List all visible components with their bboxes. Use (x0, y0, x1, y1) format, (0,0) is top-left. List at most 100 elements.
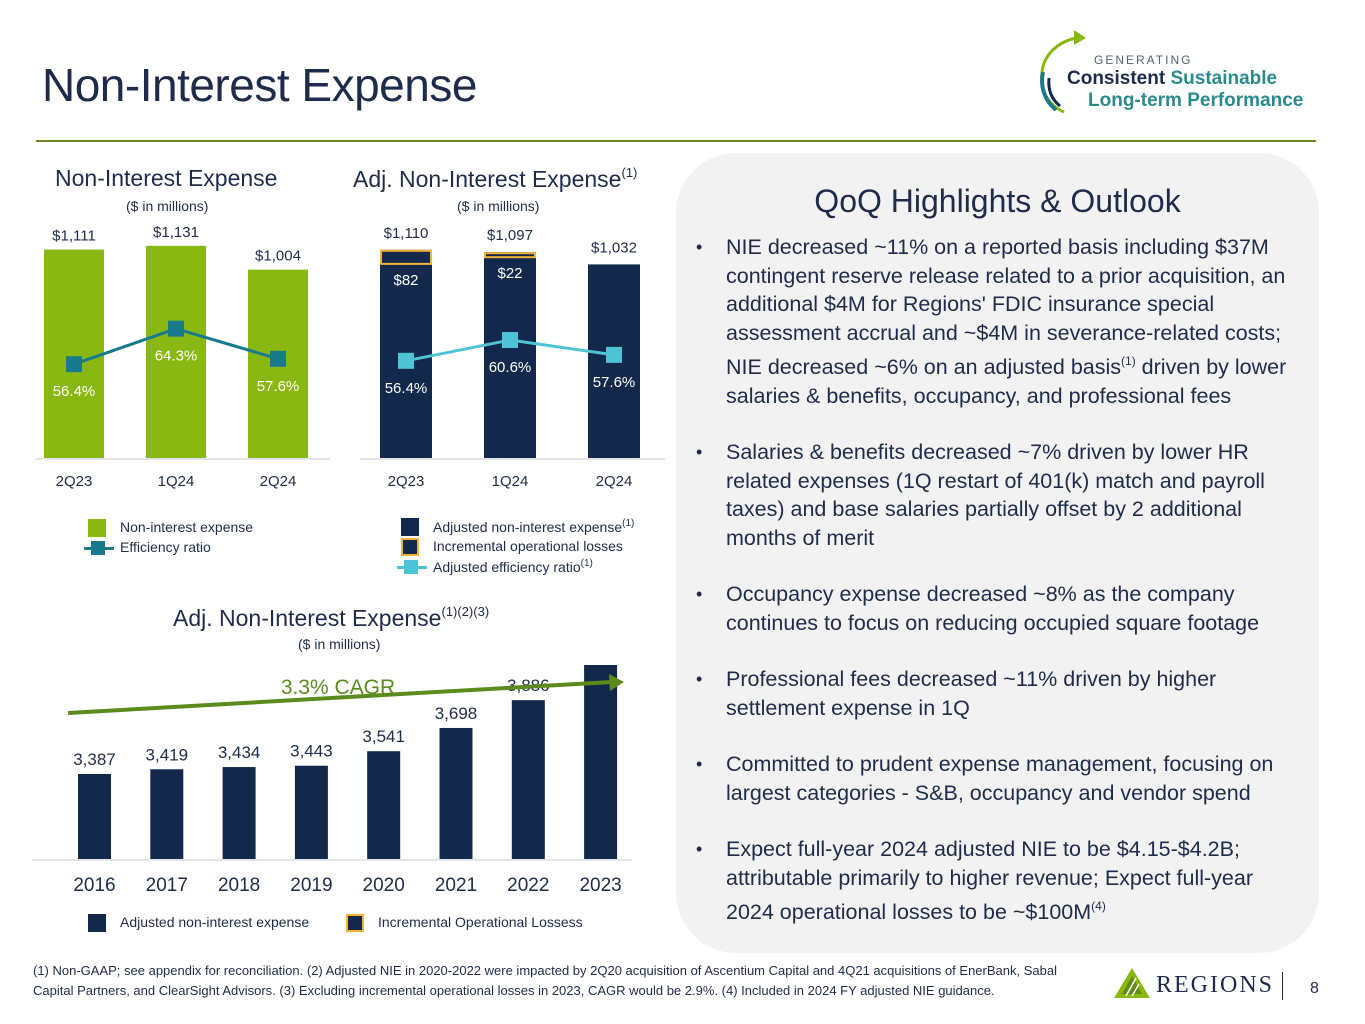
bar-value-label: $1,131 (153, 224, 199, 241)
logo-consistent: Consistent (1067, 68, 1166, 89)
legend-marker (404, 560, 418, 574)
highlights-title: QoQ Highlights & Outlook (814, 183, 1181, 219)
logo-line2: Long-term Performance (1088, 90, 1304, 111)
legend-label: Efficiency ratio (120, 539, 211, 555)
legend-swatch-navy (401, 518, 419, 536)
bullet-sup: (1) (1121, 354, 1136, 368)
legend-swatch-gold (346, 914, 364, 932)
bar (44, 249, 104, 458)
incremental-loss-segment (484, 252, 536, 259)
legend-swatch-green (88, 519, 106, 537)
legend-label: Incremental operational losses (433, 538, 623, 554)
footnote: (1) Non-GAAP; see appendix for reconcili… (33, 963, 1057, 998)
legend-label: Non-interest expense (120, 519, 254, 535)
chart3-subtitle: ($ in millions) (298, 636, 381, 652)
efficiency-label: 64.3% (155, 348, 198, 365)
bar-value-label: $1,097 (487, 227, 533, 244)
bullet-text: driven by lower salaries & benefits, occ… (726, 355, 1287, 408)
x-tick-label: 2Q24 (596, 473, 633, 490)
legend-label-text: Adjusted non-interest expense (433, 519, 623, 535)
arrow-arc-icon (1040, 30, 1086, 114)
x-tick-label: 2Q23 (388, 473, 425, 490)
x-tick-label: 2021 (435, 875, 477, 896)
adj-efficiency-label: 60.6% (489, 359, 532, 376)
bar-value-label: 3,419 (146, 745, 189, 764)
bar-value-label: $1,004 (255, 248, 301, 265)
bullet-sup: (4) (1091, 899, 1106, 913)
cagr-arrow-line (67, 680, 613, 715)
regions-logo: REGIONS (1112, 966, 1283, 1005)
bar-value-label: $1,110 (384, 225, 429, 242)
legend-label: Adjusted efficiency ratio(1) (433, 558, 593, 575)
bar (484, 252, 536, 458)
bar-value-label: $1,111 (52, 228, 96, 245)
footer-separator (1282, 972, 1283, 1000)
chart2-title-text: Adj. Non-Interest Expense (353, 166, 622, 192)
x-tick-label: 2020 (363, 875, 405, 896)
bar-value-label: 3,434 (218, 743, 261, 762)
x-tick-label: 2017 (146, 875, 188, 896)
efficiency-label: 56.4% (53, 383, 96, 400)
highlights-list: NIE decreased ~11% on a reported basis i… (696, 233, 1306, 955)
chart1-svg: $1,111 2Q23 $1,131 1Q24 $1,004 2Q24 56.4% 64.3%… (35, 224, 330, 490)
bullet-text: NIE decreased ~11% on a reported basis i… (726, 235, 1286, 379)
legend-swatch-gold (401, 538, 419, 556)
bar (146, 245, 206, 458)
chart1-subtitle: ($ in millions) (126, 198, 209, 214)
adj-efficiency-label: 57.6% (593, 374, 636, 391)
cagr-arrow-head (609, 674, 624, 691)
regions-triangle-icon (1114, 968, 1150, 998)
logo-line1: Consistent Sustainable (1067, 68, 1277, 90)
title-divider (36, 140, 1316, 142)
adj-efficiency-marker (502, 332, 518, 349)
chart3-title-text: Adj. Non-Interest Expense (173, 605, 442, 631)
bullet-text: Expect full-year 2024 adjusted NIE to be… (726, 837, 1254, 924)
list-item: Occupancy expense decreased ~8% as the c… (696, 580, 1306, 637)
list-item: Expect full-year 2024 adjusted NIE to be… (696, 835, 1306, 927)
bar (584, 665, 618, 859)
chart2-title-sup: (1) (621, 165, 638, 180)
chart2-title: Adj. Non-Interest Expense(1) (353, 165, 637, 193)
legend-label-sup: (1) (622, 518, 635, 529)
incremental-loss-segment (380, 249, 432, 265)
bar (150, 769, 184, 859)
legend-marker (91, 541, 105, 555)
bar (511, 700, 545, 859)
x-tick-label: 2Q24 (260, 473, 297, 490)
x-tick-label: 2018 (218, 875, 260, 896)
efficiency-marker (66, 356, 82, 373)
legend-label: Adjusted non-interest expense(1) (433, 518, 634, 535)
legend-label: Adjusted non-interest expense (120, 914, 310, 930)
logo-sustainable: Sustainable (1170, 68, 1278, 89)
logo-generating-text: GENERATING (1094, 53, 1193, 67)
x-tick-label: 2019 (290, 875, 332, 896)
cagr-label: 3.3% CAGR (281, 676, 395, 699)
chart2-subtitle: ($ in millions) (457, 198, 540, 214)
page-number: 8 (1310, 980, 1319, 997)
efficiency-marker (270, 350, 286, 367)
bar (367, 751, 401, 859)
regions-wordmark: REGIONS (1156, 972, 1275, 998)
adj-efficiency-marker (398, 352, 414, 369)
legend-swatch-navy (88, 914, 106, 932)
incremental-loss-label: $22 (497, 265, 522, 282)
bar (78, 774, 111, 859)
legend-label-sup: (1) (580, 558, 593, 569)
page-title: Non-Interest Expense (42, 59, 477, 111)
chart3-title-sup: (1)(2)(3) (441, 604, 490, 619)
legend-item: Adjusted non-interest expense (88, 913, 348, 933)
x-tick-label: 1Q24 (492, 473, 529, 490)
bar-value-label: 3,387 (73, 750, 116, 769)
generating-logo: GENERATING Consistent Sustainable Long-t… (1036, 28, 1326, 118)
legend-item: Incremental Operational Lossess (346, 913, 646, 933)
list-item: NIE decreased ~11% on a reported basis i… (696, 233, 1306, 410)
incremental-loss-label: $82 (393, 272, 418, 289)
bar-value-label: 3,443 (290, 742, 333, 761)
list-item: Committed to prudent expense management,… (696, 750, 1306, 807)
legend-label: Incremental Operational Lossess (378, 914, 583, 930)
chart3-legend: Adjusted non-interest expense Incrementa… (88, 913, 583, 936)
bar-value-label: $1,032 (591, 239, 637, 256)
efficiency-label: 57.6% (257, 378, 300, 395)
legend-label-text: Adjusted efficiency ratio (433, 559, 581, 575)
bar-value-label: 3,541 (362, 727, 405, 746)
